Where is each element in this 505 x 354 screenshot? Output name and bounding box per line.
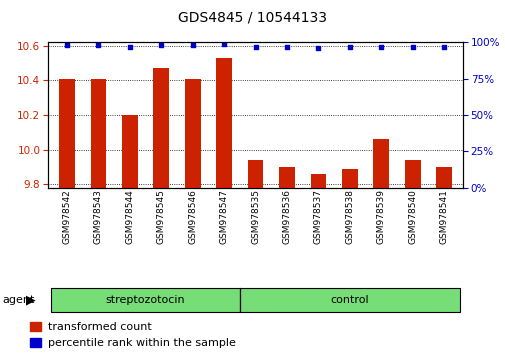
Bar bbox=[153, 68, 169, 188]
Text: GDS4845 / 10544133: GDS4845 / 10544133 bbox=[178, 11, 327, 25]
Text: ▶: ▶ bbox=[26, 293, 36, 307]
Point bbox=[63, 42, 71, 48]
Text: streptozotocin: streptozotocin bbox=[106, 295, 185, 305]
Bar bbox=[435, 167, 451, 188]
Bar bbox=[247, 160, 263, 188]
Text: agent: agent bbox=[3, 295, 35, 305]
Bar bbox=[310, 174, 326, 188]
Bar bbox=[373, 139, 388, 188]
FancyBboxPatch shape bbox=[51, 288, 239, 312]
Point bbox=[126, 44, 134, 50]
Point bbox=[282, 44, 290, 50]
Bar bbox=[216, 58, 231, 188]
Bar bbox=[122, 115, 137, 188]
Point bbox=[94, 42, 102, 48]
Point bbox=[157, 42, 165, 48]
Bar bbox=[184, 79, 200, 188]
Bar bbox=[30, 322, 41, 331]
Point bbox=[314, 45, 322, 51]
Bar bbox=[90, 79, 106, 188]
Point bbox=[376, 44, 384, 50]
Text: percentile rank within the sample: percentile rank within the sample bbox=[48, 338, 235, 348]
Point bbox=[345, 44, 353, 50]
Point bbox=[439, 44, 447, 50]
Text: transformed count: transformed count bbox=[48, 322, 152, 332]
FancyBboxPatch shape bbox=[239, 288, 459, 312]
Bar bbox=[404, 160, 420, 188]
Bar bbox=[341, 169, 357, 188]
Bar bbox=[279, 167, 294, 188]
Point bbox=[408, 44, 416, 50]
Bar bbox=[59, 79, 75, 188]
Text: control: control bbox=[330, 295, 369, 305]
Point bbox=[188, 42, 196, 48]
Bar bbox=[30, 338, 41, 347]
Point bbox=[251, 44, 259, 50]
Point bbox=[220, 41, 228, 47]
